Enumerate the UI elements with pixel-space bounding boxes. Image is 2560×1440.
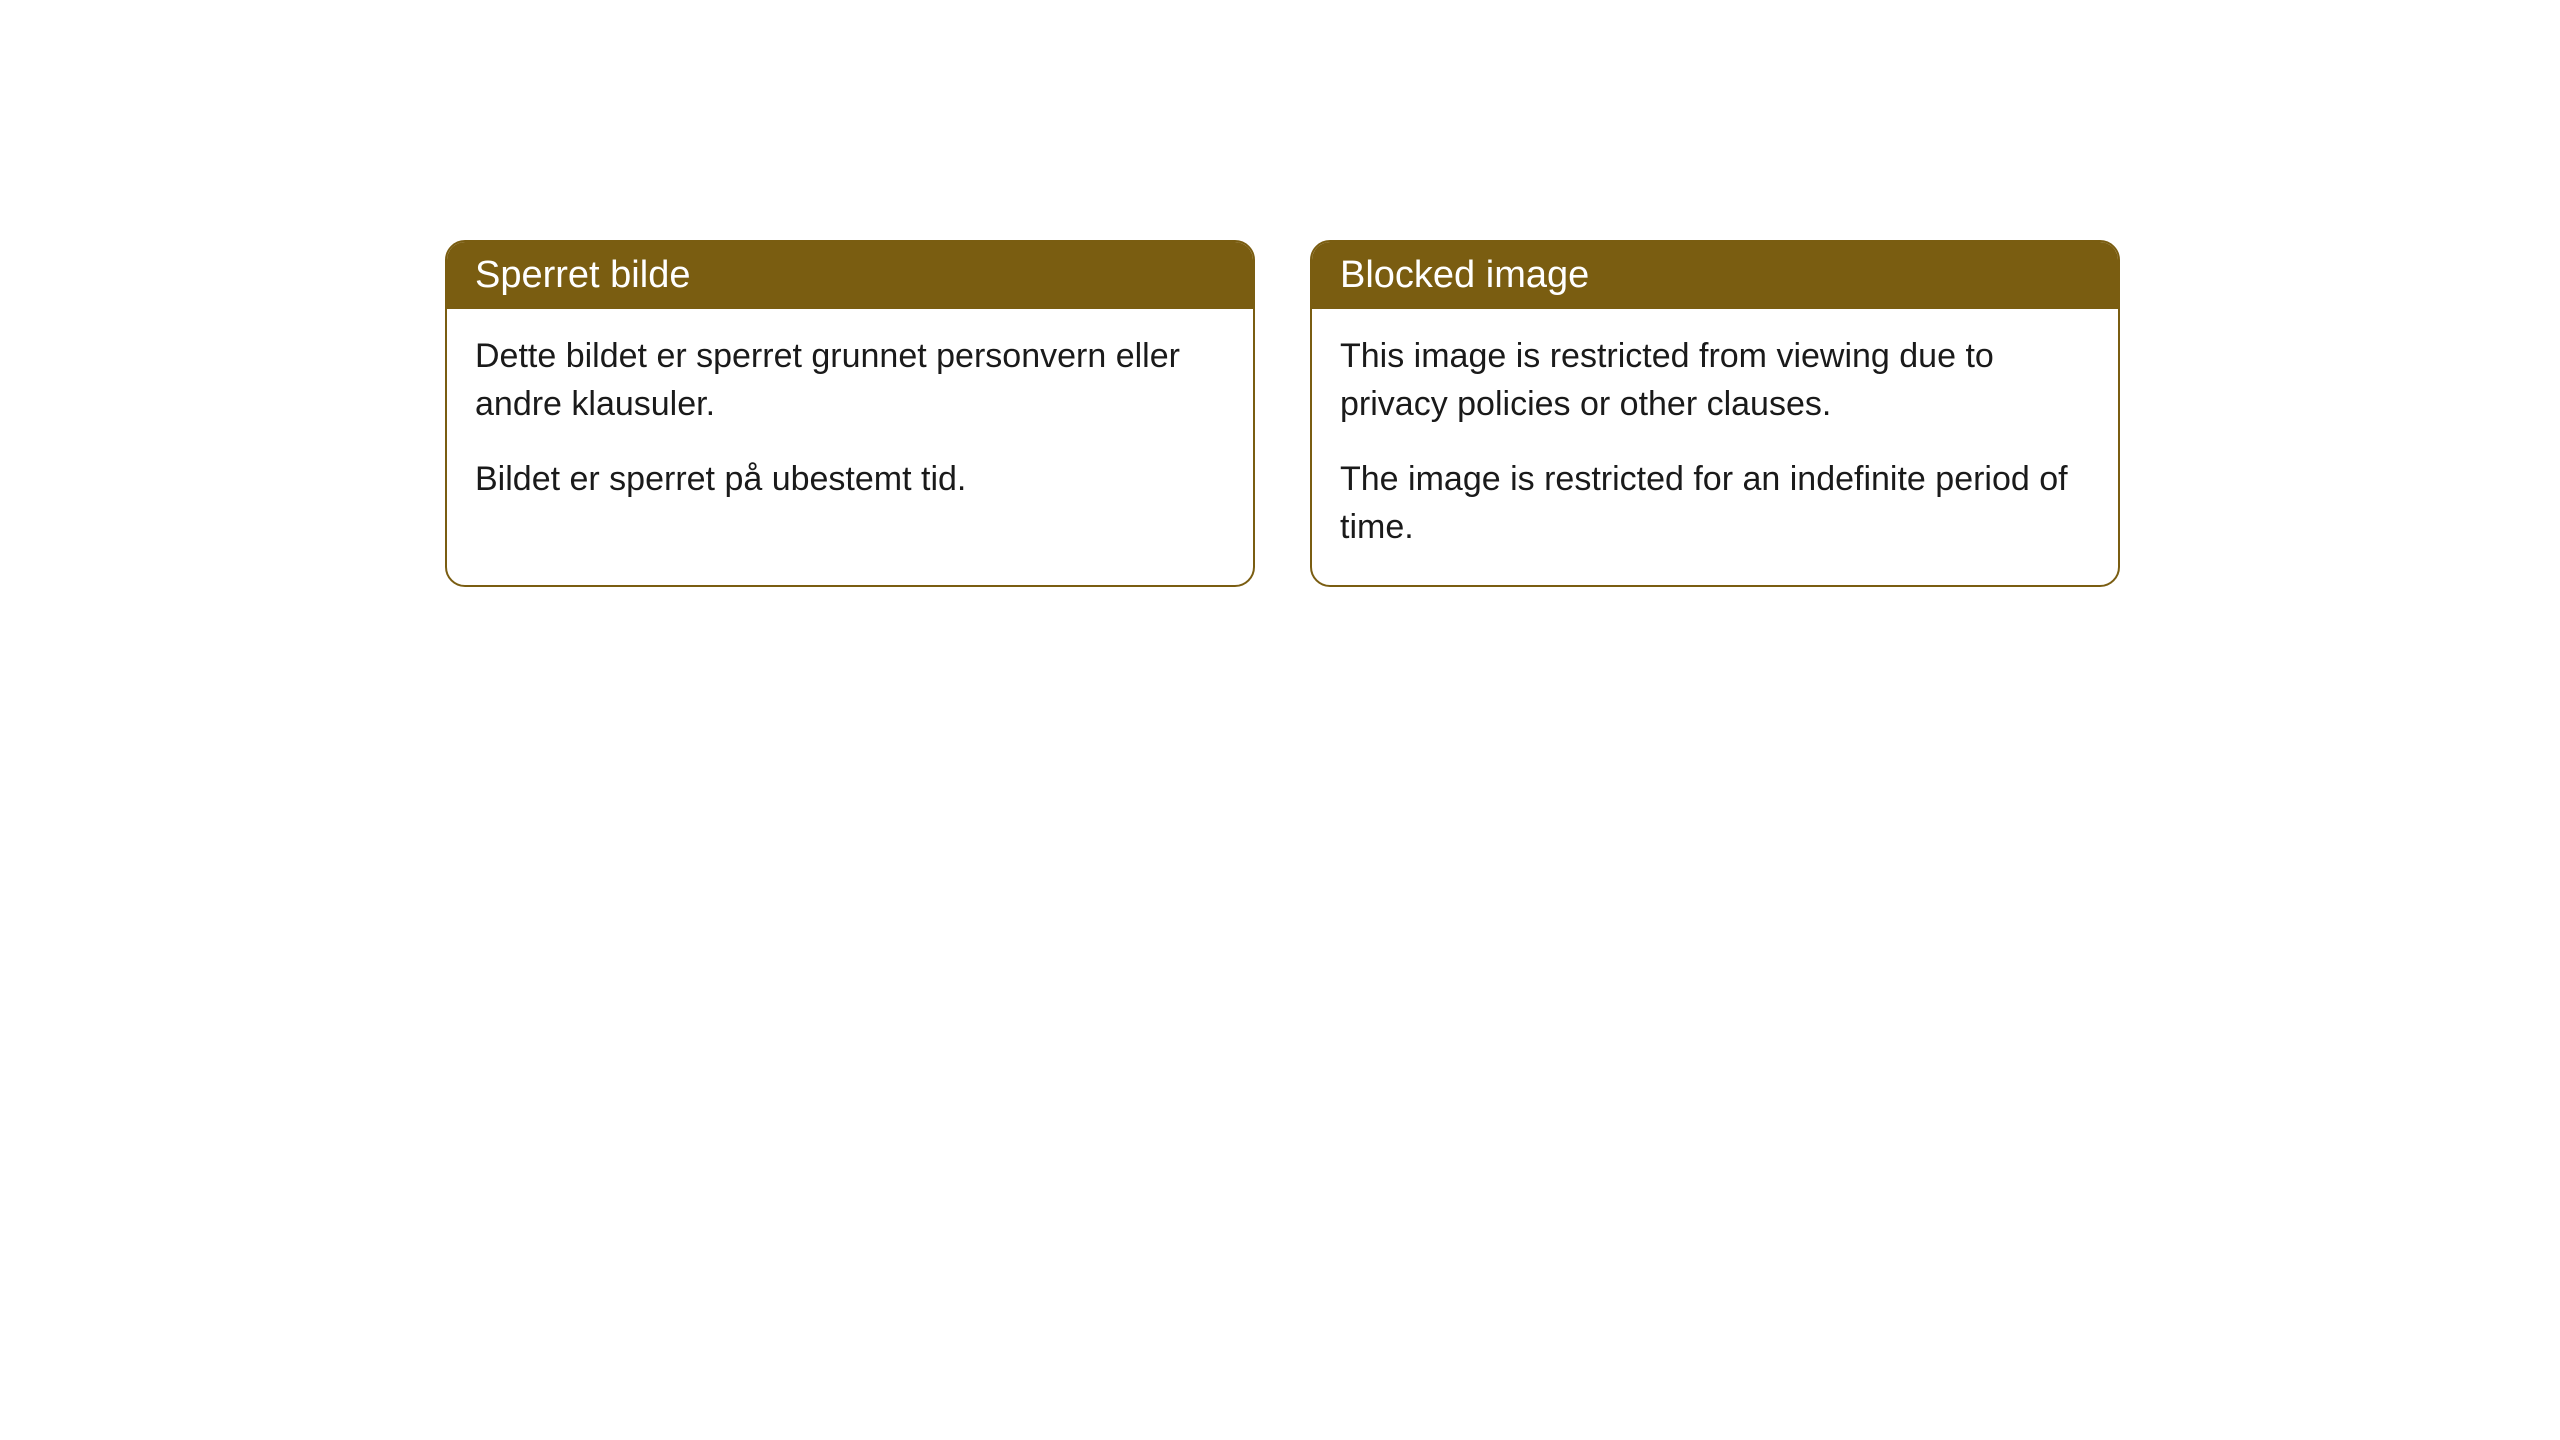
card-paragraph: The image is restricted for an indefinit… bbox=[1340, 456, 2090, 551]
card-paragraph: Dette bildet er sperret grunnet personve… bbox=[475, 333, 1225, 428]
card-body: Dette bildet er sperret grunnet personve… bbox=[447, 309, 1253, 538]
card-title: Sperret bilde bbox=[475, 254, 690, 296]
card-paragraph: Bildet er sperret på ubestemt tid. bbox=[475, 456, 1225, 504]
notice-card-english: Blocked image This image is restricted f… bbox=[1310, 240, 2120, 587]
card-title: Blocked image bbox=[1340, 254, 1589, 296]
card-header: Sperret bilde bbox=[447, 242, 1253, 309]
card-header: Blocked image bbox=[1312, 242, 2118, 309]
notice-card-norwegian: Sperret bilde Dette bildet er sperret gr… bbox=[445, 240, 1255, 587]
card-paragraph: This image is restricted from viewing du… bbox=[1340, 333, 2090, 428]
notice-container: Sperret bilde Dette bildet er sperret gr… bbox=[0, 0, 2560, 587]
card-body: This image is restricted from viewing du… bbox=[1312, 309, 2118, 585]
